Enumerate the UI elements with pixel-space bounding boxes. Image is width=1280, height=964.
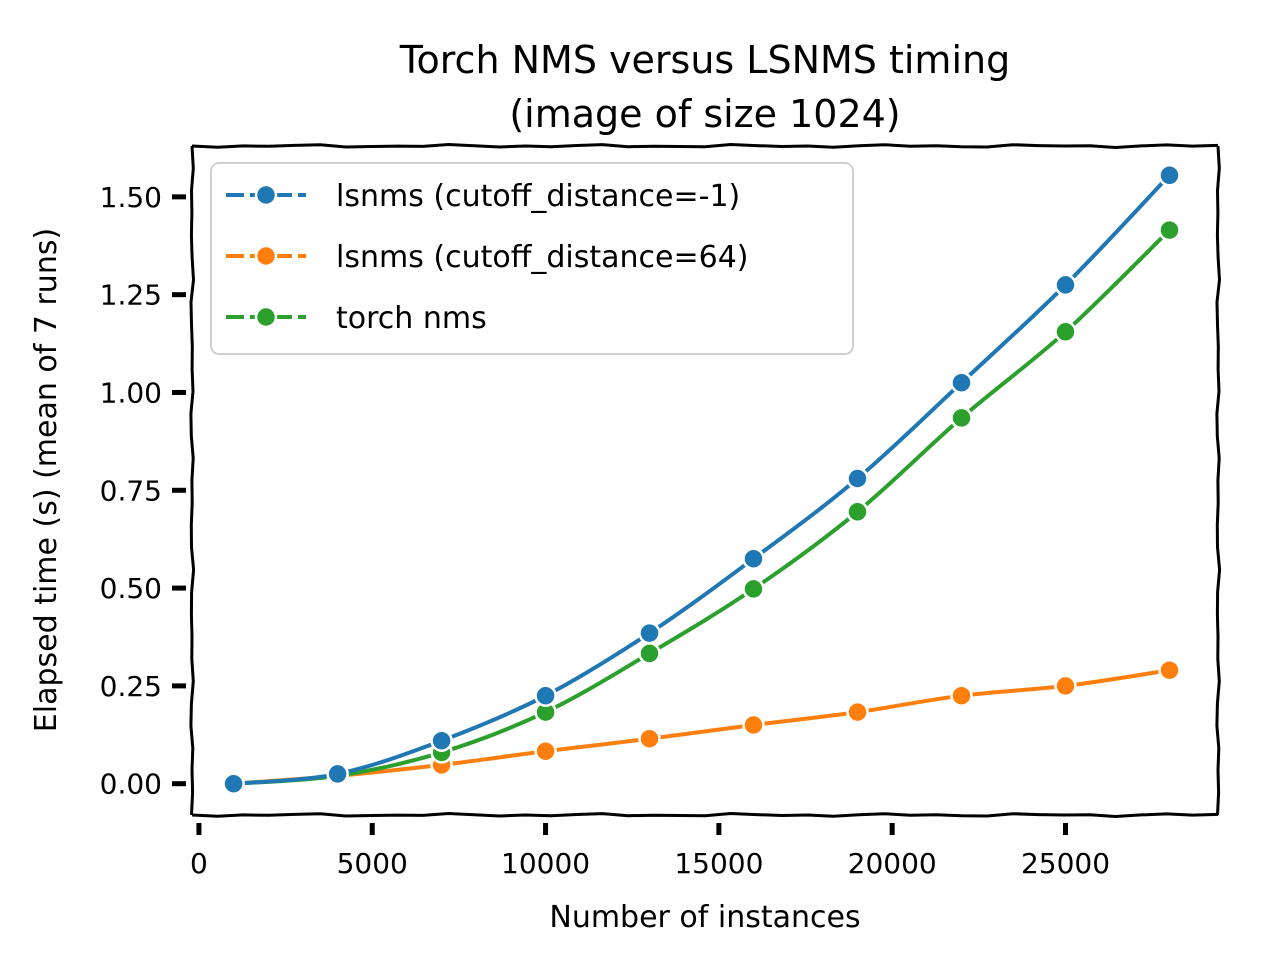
chart-title: Torch NMS versus LSNMS timing (image of …: [399, 38, 1010, 136]
data-point: [638, 621, 661, 645]
data-point: [430, 729, 453, 752]
data-point: [950, 406, 973, 430]
x-tick-label: 20000: [848, 847, 937, 880]
y-tick-label: 1.50: [100, 181, 162, 214]
legend-label: lsnms (cutoff_distance=-1): [336, 179, 740, 214]
x-axis-ticks: 0 5000 10000 15000 20000 25000: [190, 823, 1110, 880]
x-tick-label: 10000: [501, 847, 590, 880]
x-tick-label: 25000: [1021, 847, 1110, 880]
series-line: [231, 228, 1172, 786]
legend-item: lsnms (cutoff_distance=64): [226, 240, 749, 275]
data-point: [742, 577, 765, 601]
data-point: [1158, 218, 1181, 242]
data-point: [1054, 674, 1077, 698]
legend: lsnms (cutoff_distance=-1)lsnms (cutoff_…: [210, 162, 854, 355]
legend-marker: [254, 305, 278, 329]
data-point: [1054, 320, 1077, 344]
data-point: [534, 739, 557, 763]
data-point: [846, 500, 869, 524]
y-tick-label: 0.75: [100, 474, 162, 507]
data-point: [638, 642, 661, 665]
legend-item: lsnms (cutoff_distance=-1): [226, 179, 740, 214]
x-tick-label: 5000: [337, 847, 408, 880]
series-line: [231, 173, 1172, 786]
legend-marker: [254, 183, 278, 207]
chart-title-line-2: (image of size 1024): [509, 92, 900, 136]
x-tick-label: 15000: [674, 847, 763, 880]
legend-label: torch nms: [336, 301, 487, 336]
data-point: [1054, 273, 1077, 297]
data-point: [1158, 164, 1181, 187]
data-point: [222, 772, 245, 795]
x-tick-label: 0: [190, 847, 208, 880]
frame-top: [191, 142, 1219, 150]
series-layer: [222, 164, 1181, 795]
x-axis-label: Number of instances: [549, 900, 860, 935]
data-point: [638, 727, 661, 750]
frame-bottom: [191, 811, 1219, 819]
frame-right: [1215, 145, 1222, 816]
y-axis-ticks: 0.00 0.25 0.50 0.75 1.00 1.25 1.50: [100, 181, 186, 801]
data-point: [742, 547, 765, 570]
data-point: [326, 762, 349, 786]
legend-label: lsnms (cutoff_distance=64): [336, 240, 749, 275]
y-tick-label: 1.00: [100, 376, 162, 409]
legend-box: [210, 162, 854, 355]
data-point: [742, 713, 765, 737]
series-1: [222, 164, 1181, 795]
data-point: [534, 684, 557, 707]
frame-left: [189, 145, 196, 816]
legend-marker: [254, 244, 278, 268]
plot-frame: [189, 142, 1222, 819]
chart-title-line-1: Torch NMS versus LSNMS timing: [399, 38, 1010, 82]
data-point: [950, 371, 973, 394]
data-point: [1158, 658, 1181, 682]
series-2: [222, 658, 1181, 795]
data-point: [846, 467, 869, 490]
y-tick-label: 0.25: [100, 670, 162, 703]
legend-item: torch nms: [226, 301, 487, 336]
data-point: [950, 684, 973, 707]
data-point: [846, 700, 869, 724]
y-tick-label: 0.50: [100, 572, 162, 605]
series-line: [231, 668, 1172, 786]
y-tick-label: 1.25: [100, 279, 162, 312]
y-axis-label: Elapsed time (s) (mean of 7 runs): [29, 228, 64, 732]
y-tick-label: 0.00: [100, 768, 162, 801]
